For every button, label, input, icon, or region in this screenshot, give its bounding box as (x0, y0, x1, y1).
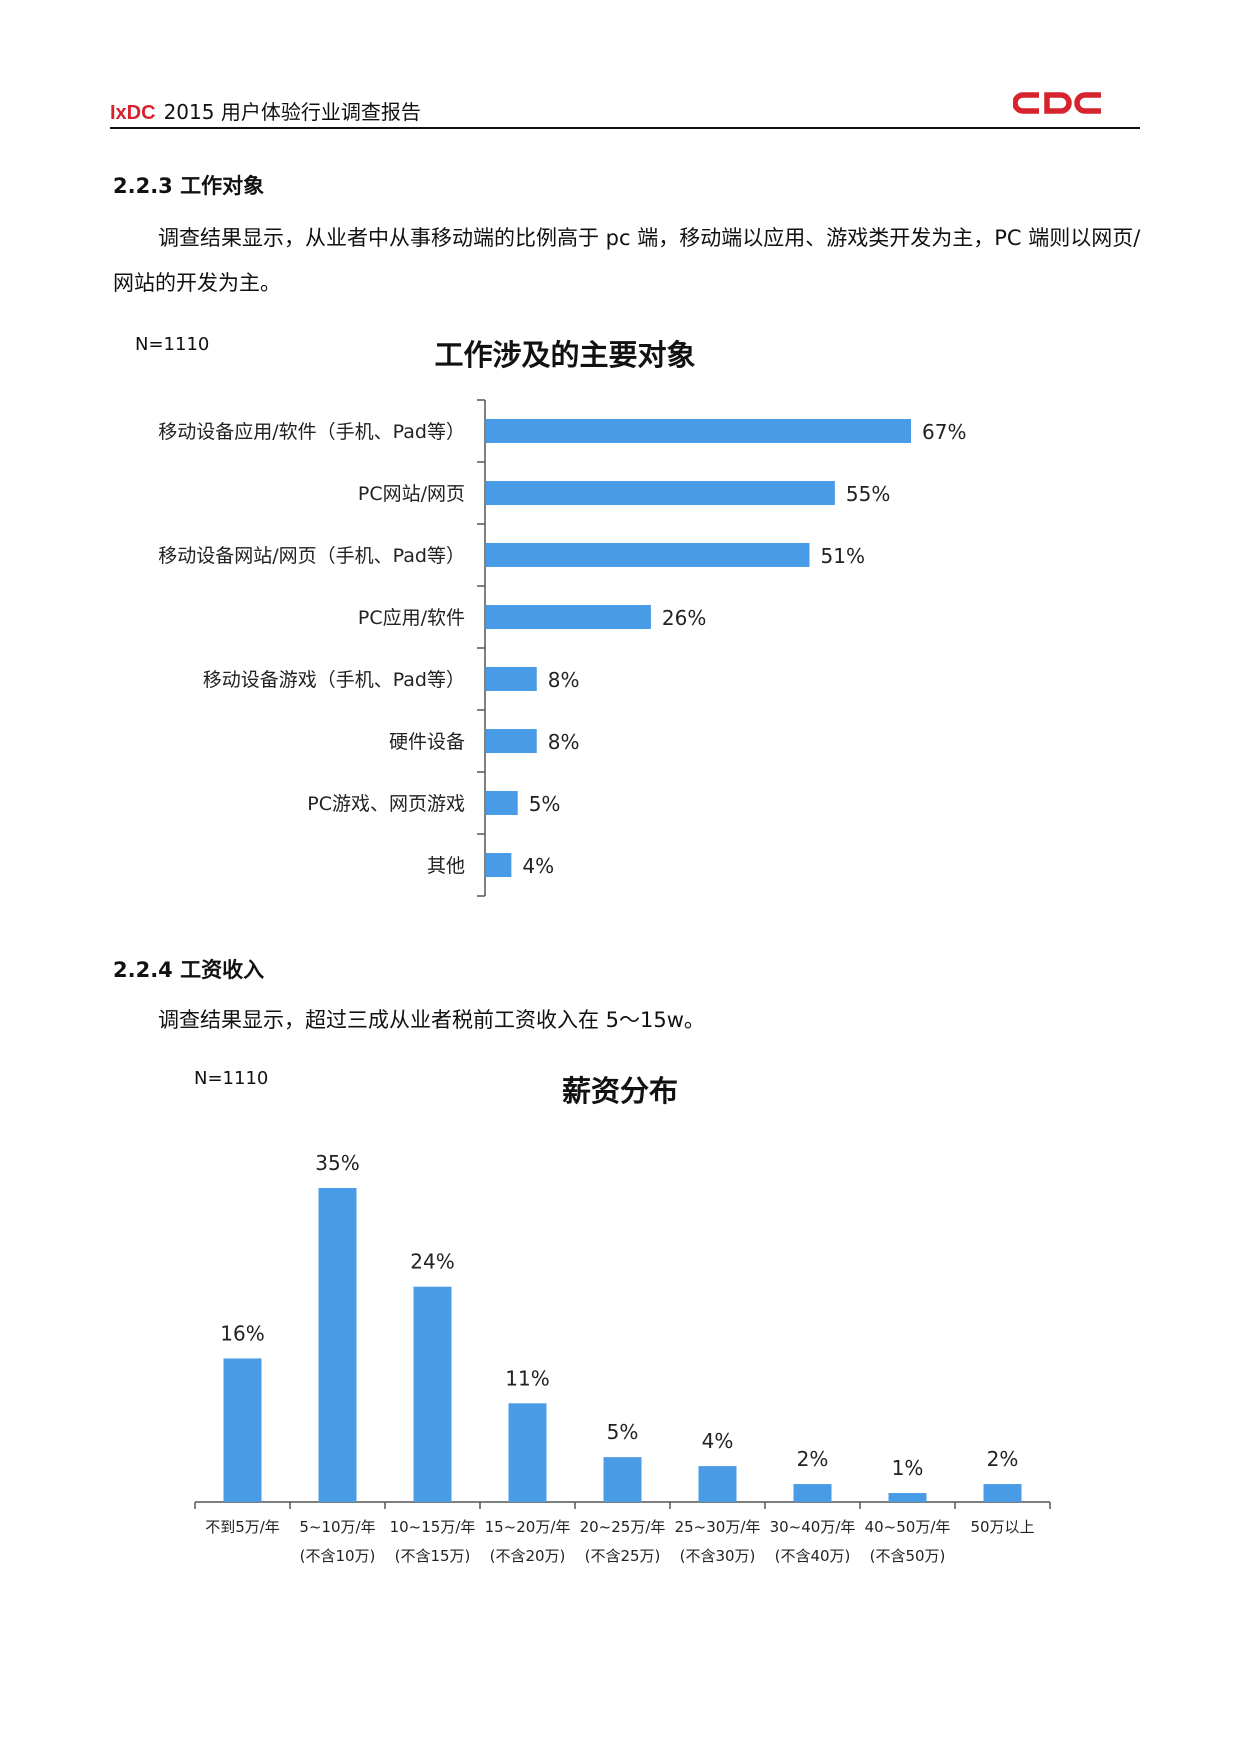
header-brand: IxDC 2015 用户体验行业调查报告 (110, 96, 421, 125)
category-sublabel: (不含30万) (680, 1547, 756, 1565)
category-label: 其他 (427, 855, 465, 877)
section-title-salary: 2.2.4 工资收入 (113, 958, 265, 982)
category-label: 5~10万/年 (299, 1518, 375, 1536)
section-paragraph-work-objects: 调查结果显示，从业者中从事移动端的比例高于 pc 端，移动端以应用、游戏类开发为… (113, 226, 1141, 295)
data-label: 35% (315, 1151, 359, 1175)
data-label: 5% (529, 792, 561, 816)
ixdc-logo: IxDC (110, 102, 156, 124)
bar (603, 1457, 642, 1502)
category-label: 移动设备游戏（手机、Pad等） (203, 669, 465, 691)
chart-title-salary: 薪资分布 (561, 1074, 678, 1108)
category-sublabel: (不含25万) (585, 1547, 661, 1565)
category-sublabel: (不含15万) (395, 1547, 471, 1565)
bar (793, 1484, 832, 1502)
category-label: 移动设备网站/网页（手机、Pad等） (158, 545, 465, 567)
cdc-logo-icon (1012, 92, 1101, 114)
data-label: 55% (846, 482, 890, 506)
category-label: PC网站/网页 (358, 483, 465, 505)
category-label: 30~40万/年 (770, 1518, 856, 1536)
data-label: 8% (548, 668, 580, 692)
work-objects-chart: 移动设备应用/软件（手机、Pad等） 67% PC网站/网页 55% 移动设备网站/网页… (158, 399, 966, 897)
category-sublabel: (不含20万) (490, 1547, 566, 1565)
data-label: 16% (220, 1321, 264, 1345)
bar (486, 729, 537, 753)
bar (698, 1466, 737, 1502)
data-label: 1% (892, 1456, 924, 1480)
data-label: 24% (410, 1250, 454, 1274)
bar (486, 605, 651, 629)
header-divider (110, 127, 1140, 129)
category-label: 25~30万/年 (675, 1518, 761, 1536)
sample-size-label-salary: N=1110 (194, 1068, 269, 1089)
data-label: 2% (797, 1447, 829, 1471)
bar (486, 481, 835, 505)
section-title-work-objects: 2.2.3 工作对象 (113, 174, 265, 198)
chart-title-work-objects: 工作涉及的主要对象 (434, 338, 696, 372)
category-label: 20~25万/年 (580, 1518, 666, 1536)
data-label: 8% (548, 730, 580, 754)
data-label: 67% (922, 420, 966, 444)
bar (318, 1188, 357, 1502)
category-label: 40~50万/年 (865, 1518, 951, 1536)
data-label: 4% (522, 854, 554, 878)
sample-size-label: N=1110 (135, 334, 210, 355)
bar (486, 667, 537, 691)
data-label: 26% (662, 606, 706, 630)
category-sublabel: (不含40万) (775, 1547, 851, 1565)
report-title: 2015 用户体验行业调查报告 (163, 100, 421, 124)
bar (983, 1484, 1022, 1502)
salary-distribution-chart: 16% 不到5万/年 35% 5~10万/年 (不含10万) 24% 10~15万/年 (不含… (194, 1151, 1051, 1565)
category-label: 硬件设备 (389, 731, 465, 753)
category-label: 10~15万/年 (390, 1518, 476, 1536)
section-paragraph-salary: 调查结果显示，超过三成从业者税前工资收入在 5～15w。 (158, 1008, 705, 1032)
category-sublabel: (不含10万) (300, 1547, 376, 1565)
bar (486, 853, 512, 877)
category-label: 移动设备应用/软件（手机、Pad等） (158, 421, 465, 443)
category-label: 15~20万/年 (485, 1518, 571, 1536)
data-label: 5% (607, 1420, 639, 1444)
category-label: PC应用/软件 (358, 607, 465, 629)
bar (413, 1286, 452, 1502)
page-header: IxDC 2015 用户体验行业调查报告 (110, 90, 1140, 130)
data-label: 11% (505, 1366, 549, 1390)
data-label: 2% (987, 1447, 1019, 1471)
bar (508, 1403, 547, 1502)
bar (888, 1493, 927, 1502)
cdc-logo (1012, 90, 1105, 120)
category-label: 不到5万/年 (205, 1518, 280, 1536)
bar (223, 1358, 262, 1502)
bar (486, 543, 810, 567)
category-label: PC游戏、网页游戏 (307, 793, 465, 815)
bar (486, 419, 911, 443)
category-label: 50万以上 (970, 1518, 1034, 1536)
data-label: 51% (821, 544, 865, 568)
category-sublabel: (不含50万) (870, 1547, 946, 1565)
bar (486, 791, 518, 815)
data-label: 4% (702, 1429, 734, 1453)
